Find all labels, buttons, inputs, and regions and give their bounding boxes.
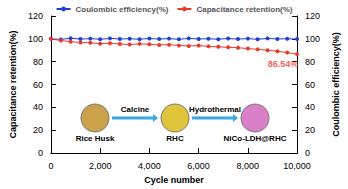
svg-text:Rice Husk: Rice Husk [76,134,115,143]
svg-text:Capacitance retention(%): Capacitance retention(%) [8,31,18,139]
svg-text:Calcine: Calcine [121,105,150,114]
svg-text:NiCo-LDH@RHC: NiCo-LDH@RHC [224,134,287,143]
svg-text:20: 20 [33,125,43,135]
svg-text:86.54%: 86.54% [268,59,299,69]
svg-text:8,000: 8,000 [237,161,260,171]
svg-text:10,000: 10,000 [283,161,311,171]
svg-text:4,000: 4,000 [138,161,161,171]
svg-text:20: 20 [305,125,315,135]
svg-text:Coulombic efficiency(%): Coulombic efficiency(%) [76,5,169,14]
svg-text:60: 60 [305,80,315,90]
svg-text:Hydrothermal: Hydrothermal [189,105,241,114]
svg-text:6,000: 6,000 [187,161,210,171]
svg-text:0: 0 [48,161,53,171]
svg-text:40: 40 [33,102,43,112]
svg-text:Cycle number: Cycle number [144,175,204,185]
svg-text:100: 100 [305,34,320,44]
svg-text:2,000: 2,000 [89,161,112,171]
svg-text:Capacitance retention(%): Capacitance retention(%) [196,5,292,14]
svg-text:0: 0 [38,148,43,158]
svg-text:60: 60 [33,80,43,90]
svg-text:80: 80 [33,57,43,67]
svg-text:Coulombic efficiency(%): Coulombic efficiency(%) [331,32,341,137]
svg-text:120: 120 [305,11,320,21]
svg-text:80: 80 [305,57,315,67]
svg-text:120: 120 [28,11,43,21]
svg-text:0: 0 [305,148,310,158]
svg-text:RHC: RHC [166,134,184,143]
svg-text:100: 100 [28,34,43,44]
svg-text:40: 40 [305,102,315,112]
